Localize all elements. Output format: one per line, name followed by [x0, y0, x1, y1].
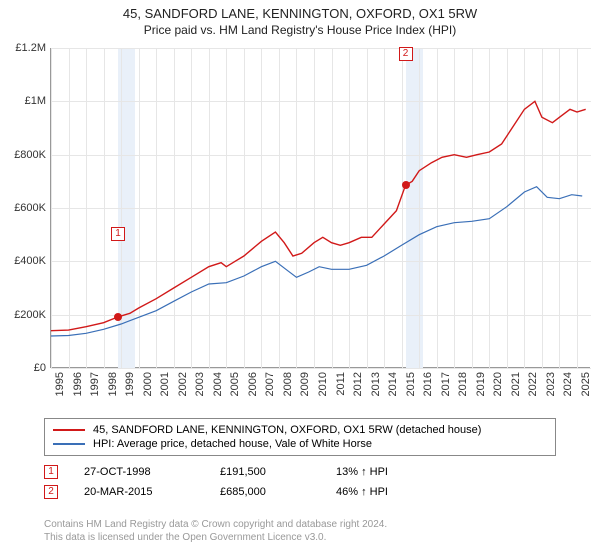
event-index-box: 1	[44, 465, 58, 479]
footnote: Contains HM Land Registry data © Crown c…	[44, 518, 556, 544]
events-table: 1 27-OCT-1998 £191,500 13% ↑ HPI 2 20-MAR-201…	[44, 462, 556, 502]
footnote-line: Contains HM Land Registry data © Crown c…	[44, 518, 556, 531]
x-tick-label: 2006	[247, 372, 259, 396]
x-tick-label: 1996	[72, 372, 84, 396]
x-tick-label: 2001	[159, 372, 171, 396]
y-tick-label: £400K	[0, 255, 46, 267]
y-tick-label: £200K	[0, 309, 46, 321]
x-tick-label: 2011	[335, 372, 347, 396]
x-tick-label: 2025	[580, 372, 592, 396]
legend-label: HPI: Average price, detached house, Vale…	[93, 438, 372, 450]
event-diff: 46% ↑ HPI	[336, 486, 456, 498]
chart-subtitle: Price paid vs. HM Land Registry's House …	[0, 21, 600, 37]
x-tick-label: 2022	[527, 372, 539, 396]
y-tick-label: £1.2M	[0, 42, 46, 54]
y-tick-label: £0	[0, 362, 46, 374]
x-tick-label: 2005	[229, 372, 241, 396]
legend-swatch	[53, 429, 85, 431]
grid-line-horizontal	[51, 368, 591, 369]
footnote-line: This data is licensed under the Open Gov…	[44, 531, 556, 544]
legend-item: HPI: Average price, detached house, Vale…	[53, 437, 547, 451]
x-tick-label: 2019	[475, 372, 487, 396]
y-tick-label: £800K	[0, 149, 46, 161]
event-price: £685,000	[220, 486, 310, 498]
series-property	[51, 101, 586, 330]
x-tick-label: 2021	[510, 372, 522, 396]
x-tick-label: 2000	[142, 372, 154, 396]
plot-region: 12	[50, 48, 590, 368]
x-tick-label: 2013	[370, 372, 382, 396]
x-tick-label: 2004	[212, 372, 224, 396]
x-tick-label: 2008	[282, 372, 294, 396]
x-tick-label: 2014	[387, 372, 399, 396]
x-tick-label: 1995	[54, 372, 66, 396]
chart-title: 45, SANDFORD LANE, KENNINGTON, OXFORD, O…	[0, 0, 600, 21]
x-tick-label: 2012	[352, 372, 364, 396]
legend-swatch	[53, 443, 85, 445]
x-tick-label: 2010	[317, 372, 329, 396]
event-date: 27-OCT-1998	[84, 466, 194, 478]
x-tick-label: 2020	[492, 372, 504, 396]
event-price: £191,500	[220, 466, 310, 478]
chart-area: 12 1995199619971998199920002001200220032…	[0, 44, 600, 414]
x-tick-label: 2018	[457, 372, 469, 396]
event-date: 20-MAR-2015	[84, 486, 194, 498]
y-tick-label: £600K	[0, 202, 46, 214]
x-tick-label: 1999	[124, 372, 136, 396]
event-row: 2 20-MAR-2015 £685,000 46% ↑ HPI	[44, 482, 556, 502]
price-marker-dot	[114, 313, 122, 321]
x-tick-label: 1997	[89, 372, 101, 396]
event-row: 1 27-OCT-1998 £191,500 13% ↑ HPI	[44, 462, 556, 482]
price-marker-label: 2	[399, 47, 413, 61]
x-tick-label: 2024	[562, 372, 574, 396]
x-tick-label: 2007	[264, 372, 276, 396]
x-tick-label: 2003	[194, 372, 206, 396]
x-tick-label: 2009	[299, 372, 311, 396]
event-index-box: 2	[44, 485, 58, 499]
line-series-svg	[51, 48, 591, 368]
y-tick-label: £1M	[0, 95, 46, 107]
legend-box: 45, SANDFORD LANE, KENNINGTON, OXFORD, O…	[44, 418, 556, 456]
legend-label: 45, SANDFORD LANE, KENNINGTON, OXFORD, O…	[93, 424, 481, 436]
x-tick-label: 2002	[177, 372, 189, 396]
x-tick-label: 1998	[107, 372, 119, 396]
price-marker-dot	[402, 181, 410, 189]
x-tick-label: 2015	[405, 372, 417, 396]
chart-container: 45, SANDFORD LANE, KENNINGTON, OXFORD, O…	[0, 0, 600, 560]
x-tick-label: 2016	[422, 372, 434, 396]
legend-item: 45, SANDFORD LANE, KENNINGTON, OXFORD, O…	[53, 423, 547, 437]
event-diff: 13% ↑ HPI	[336, 466, 456, 478]
x-tick-label: 2017	[440, 372, 452, 396]
x-tick-label: 2023	[545, 372, 557, 396]
price-marker-label: 1	[111, 227, 125, 241]
